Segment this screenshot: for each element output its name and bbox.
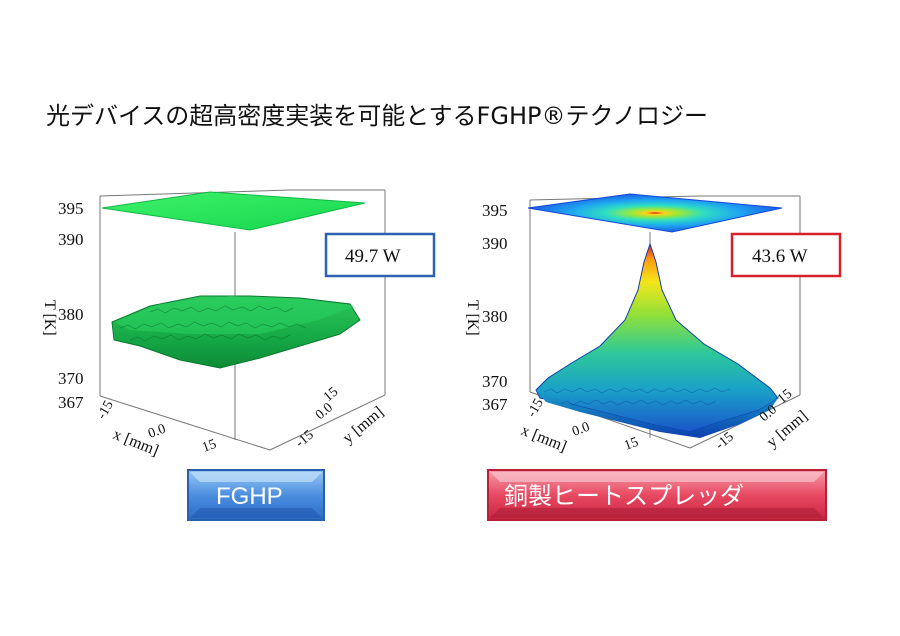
copper-button[interactable]: 銅製ヒートスプレッダ (487, 469, 827, 521)
chart-copper-ztick: 390 (482, 234, 508, 253)
chart-fghp-power-label: 49.7 W (345, 246, 401, 267)
chart-copper-zlabel: T [K] (464, 300, 481, 336)
chart-fghp-ztick: 370 (58, 369, 84, 388)
chart-copper-ytick: 15 (775, 387, 795, 407)
chart-fghp-xtick: 15 (200, 437, 218, 456)
fghp-button[interactable]: FGHP (187, 469, 325, 521)
chart-copper-xlabel: x [mm] (519, 422, 569, 456)
chart-fghp-ztick: 395 (58, 199, 84, 218)
chart-copper-power-label: 43.6 W (752, 246, 808, 267)
fghp-button-label: FGHP (216, 483, 283, 510)
chart-fghp: 395 390 380 370 367 T [K] 49.7 W -15 0.0… (41, 189, 436, 521)
chart-copper-xtick: 0.0 (570, 420, 592, 440)
chart-copper-ztick: 395 (482, 201, 508, 220)
chart-copper-ztick: 380 (482, 307, 508, 326)
chart-copper-xtick: 15 (622, 435, 640, 454)
chart-fghp-ylabel: y [mm] (340, 403, 387, 447)
chart-fghp-top-projection (101, 191, 366, 231)
chart-fghp-zlabel: T [K] (41, 300, 58, 336)
chart-copper: 395 390 380 370 367 T [K] 43.6 W -15 0.0… (464, 193, 842, 521)
chart-copper-ztick: 370 (482, 372, 508, 391)
chart-copper-power-box (730, 232, 842, 278)
chart-fghp-surface (111, 295, 361, 369)
chart-fghp-ztick: 390 (58, 230, 84, 249)
chart-fghp-power-box (324, 232, 436, 278)
chart-copper-top-projection (527, 193, 783, 233)
chart-fghp-ztick: 380 (58, 305, 84, 324)
copper-button-label: 銅製ヒートスプレッダ (504, 483, 744, 510)
chart-fghp-xtick: 0.0 (146, 422, 168, 442)
chart-fghp-ytick: -15 (293, 428, 317, 451)
chart-fghp-xtick: -15 (94, 398, 116, 422)
page-title: 光デバイスの超高密度実装を可能とするFGHP®テクノロジー (46, 102, 709, 130)
chart-fghp-ztick: 367 (58, 393, 84, 412)
chart-copper-ytick: -15 (713, 430, 737, 453)
chart-copper-surface (535, 242, 779, 438)
chart-copper-ztick: 367 (482, 395, 508, 414)
chart-copper-xtick: -15 (524, 396, 546, 420)
chart-fghp-axes-box (99, 189, 386, 451)
